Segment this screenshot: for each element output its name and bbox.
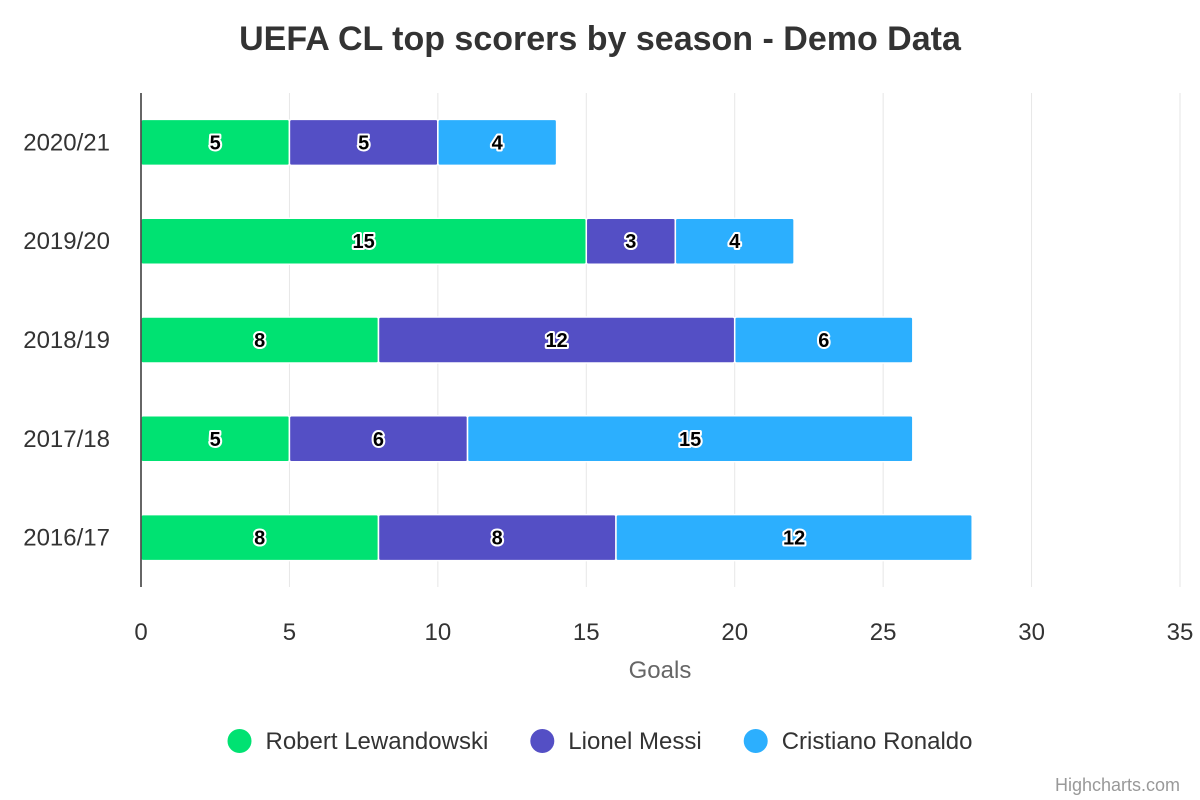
legend-item[interactable]: Robert Lewandowski bbox=[227, 728, 489, 755]
data-label: 8 bbox=[492, 528, 503, 550]
legend-label: Robert Lewandowski bbox=[266, 728, 489, 755]
data-label: 12 bbox=[783, 528, 805, 550]
data-labels: 5 5 4 15 3 4 8 12 6 5 6 15 8 8 12 bbox=[208, 130, 832, 551]
data-label: 15 bbox=[679, 429, 701, 451]
legend-item[interactable]: Lionel Messi bbox=[530, 728, 702, 755]
category-label: 2016/17 bbox=[23, 525, 110, 552]
credits-link[interactable]: Highcharts.com bbox=[1055, 775, 1180, 795]
data-label: 4 bbox=[492, 132, 504, 154]
bar-segment[interactable] bbox=[466, 415, 914, 463]
chart-title: UEFA CL top scorers by season - Demo Dat… bbox=[239, 20, 962, 58]
category-label: 2020/21 bbox=[23, 129, 110, 156]
x-tick-label: 10 bbox=[425, 619, 452, 646]
bar-segment[interactable] bbox=[733, 316, 914, 364]
x-tick-label: 0 bbox=[134, 619, 147, 646]
data-label: 6 bbox=[373, 429, 384, 451]
legend-marker bbox=[743, 729, 768, 753]
x-tick-label: 30 bbox=[1018, 619, 1045, 646]
legend: Robert Lewandowski Lionel Messi Cristiano … bbox=[227, 728, 973, 755]
bar-segment[interactable] bbox=[674, 217, 795, 265]
data-label: 15 bbox=[353, 231, 375, 253]
legend-marker bbox=[227, 729, 252, 753]
x-tick-label: 35 bbox=[1167, 619, 1194, 646]
legend-label: Lionel Messi bbox=[568, 728, 701, 755]
data-label: 5 bbox=[210, 429, 221, 451]
x-tick-label: 15 bbox=[573, 619, 600, 646]
x-tick-label: 5 bbox=[283, 619, 296, 646]
axes: 0 5 10 15 20 25 30 352020/212019/202018/192017/… bbox=[23, 93, 1193, 646]
data-label: 5 bbox=[358, 132, 369, 154]
bar-series bbox=[140, 118, 973, 562]
bar-segment[interactable] bbox=[615, 513, 973, 562]
category-label: 2017/18 bbox=[23, 426, 110, 453]
legend-marker bbox=[530, 729, 555, 753]
category-label: 2019/20 bbox=[23, 228, 110, 255]
data-label: 8 bbox=[254, 330, 265, 352]
data-label: 12 bbox=[545, 330, 567, 352]
data-label: 5 bbox=[210, 132, 221, 154]
x-axis-title: Goals bbox=[629, 657, 692, 684]
category-label: 2018/19 bbox=[23, 327, 110, 354]
data-label: 4 bbox=[729, 231, 741, 253]
x-tick-label: 25 bbox=[870, 619, 897, 646]
bar-segment[interactable] bbox=[437, 118, 558, 167]
data-label: 3 bbox=[625, 231, 636, 253]
x-tick-label: 20 bbox=[721, 619, 748, 646]
data-label: 8 bbox=[254, 528, 265, 550]
legend-label: Cristiano Ronaldo bbox=[782, 728, 973, 755]
data-label: 6 bbox=[818, 330, 829, 352]
legend-item[interactable]: Cristiano Ronaldo bbox=[743, 728, 973, 755]
